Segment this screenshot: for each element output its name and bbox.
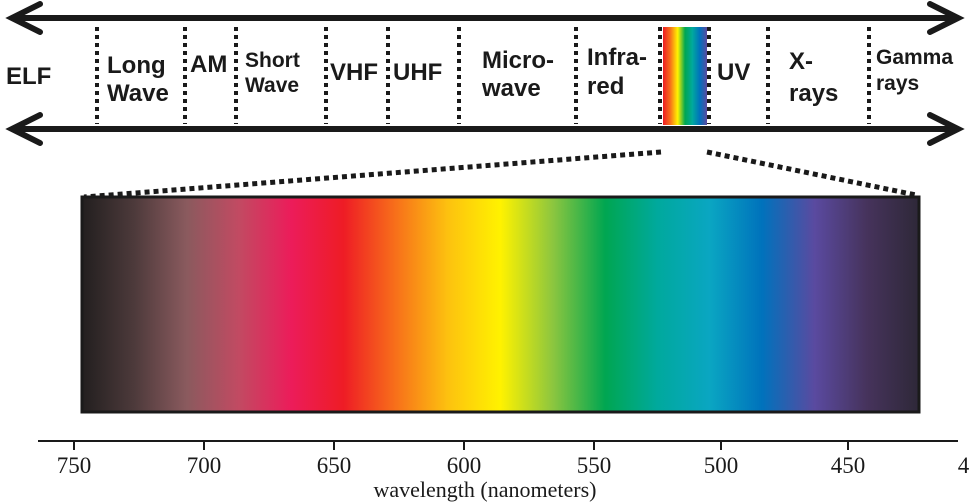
axis-tick-label: 600 xyxy=(447,453,482,478)
band-label-x-rays: rays xyxy=(789,80,838,107)
band-label-uhf: UHF xyxy=(393,59,442,86)
wavelength-axis: 750 700 650 600 550 500 450 400 wavelength (nan… xyxy=(38,440,970,502)
band-label-elf: ELF xyxy=(6,63,51,90)
axis-tick-label: 400 xyxy=(958,453,970,478)
band-label-microwave: wave xyxy=(481,75,541,102)
band-label-infrared: red xyxy=(587,73,624,100)
band-label-am: AM xyxy=(190,51,227,78)
axis-label: wavelength (nanometers) xyxy=(374,477,597,502)
band-label-vhf: VHF xyxy=(330,59,378,86)
axis-tick-label: 550 xyxy=(577,453,612,478)
band-label-long-wave: Wave xyxy=(107,80,169,107)
zoom-lines xyxy=(83,149,917,200)
band-separators xyxy=(95,27,871,124)
visible-light-strip xyxy=(663,27,707,125)
axis-tick-label: 500 xyxy=(704,453,739,478)
axis-tick-label: 650 xyxy=(317,453,352,478)
band-label-uv: UV xyxy=(717,59,750,86)
bottom-arrow xyxy=(5,112,965,146)
band-label-microwave: Micro- xyxy=(482,47,554,74)
band-label-short-wave: Short xyxy=(245,49,300,72)
axis-tick-label: 750 xyxy=(57,453,92,478)
top-arrow xyxy=(5,1,965,35)
band-label-long-wave: Long xyxy=(107,52,166,79)
band-label-infrared: Infra- xyxy=(587,44,647,71)
axis-tick-label: 450 xyxy=(831,453,866,478)
axis-tick-label: 700 xyxy=(187,453,222,478)
visible-spectrum-bar xyxy=(80,195,921,414)
band-label-gamma-rays: Gamma xyxy=(876,46,953,69)
band-label-short-wave: Wave xyxy=(245,74,299,97)
band-label-gamma-rays: rays xyxy=(876,72,919,95)
band-label-x-rays: X- xyxy=(789,48,813,75)
